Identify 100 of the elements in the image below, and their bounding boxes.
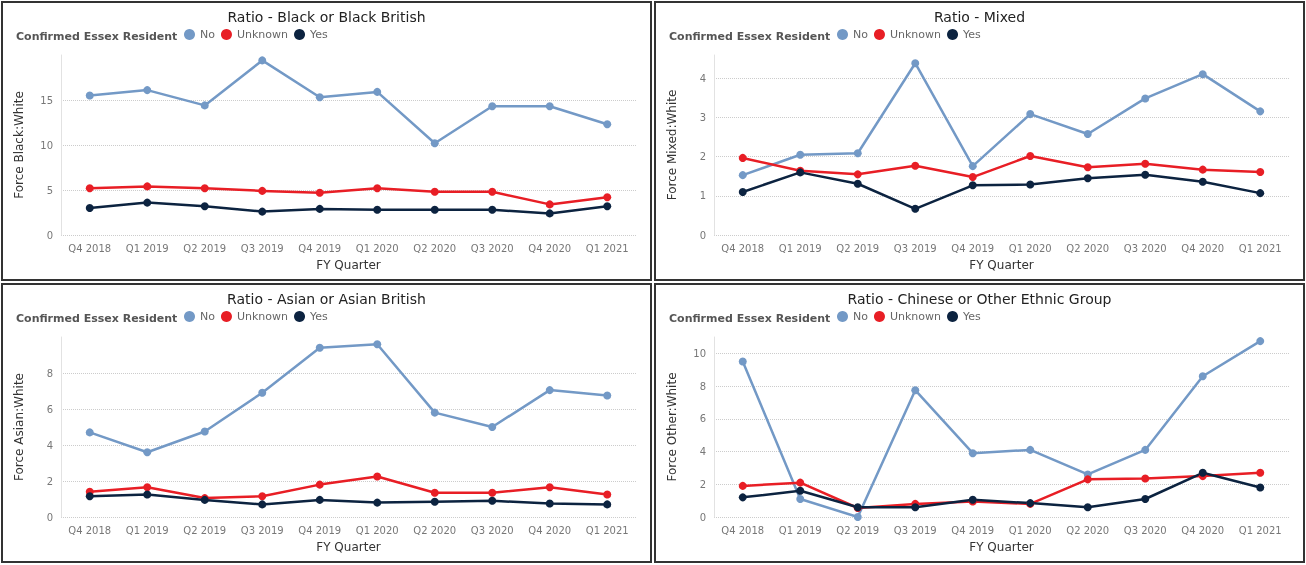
point [1256,107,1265,116]
y-axis-title: Force Other:White [665,372,679,482]
x-tick-label: Q1 2021 [1238,242,1282,254]
point [430,497,439,506]
point [315,188,324,197]
point [796,478,805,487]
x-tick-label: Q4 2018 [68,242,112,254]
point [258,207,267,216]
point [603,490,612,499]
point [796,150,805,159]
point [373,340,382,349]
legend-label: Unknown [236,28,289,41]
point [1026,445,1035,454]
x-tick-label: Q4 2020 [1181,242,1225,254]
point [545,200,554,209]
x-tick-label: Q2 2020 [1066,242,1110,254]
x-tick-label: Q4 2019 [951,242,995,254]
y-tick-label: 4 [699,446,706,458]
x-tick-label: Q1 2019 [778,524,822,536]
legend-label: No [200,28,216,41]
point [315,480,324,489]
x-tick-label: Q1 2020 [355,242,399,254]
point [1083,503,1092,512]
point [1083,130,1092,139]
x-tick-label: Q4 2020 [1181,524,1225,536]
legend-title: Confirmed Essex Resident [669,312,831,325]
point [85,91,94,100]
point [1256,483,1265,492]
y-tick-label: 2 [46,475,53,487]
point [853,149,862,158]
legend-label: Yes [309,310,329,323]
x-tick-label: Q2 2019 [836,524,880,536]
chart-title: Ratio - Mixed [933,9,1026,25]
x-tick-label: Q1 2019 [125,242,169,254]
point [373,498,382,507]
point [545,386,554,395]
legend-title: Confirmed Essex Resident [16,30,178,43]
point [796,495,805,503]
y-tick-label: 8 [699,380,706,392]
point [1083,163,1092,172]
point [85,184,94,193]
chart-title: Ratio - Chinese or Other Ethnic Group [847,291,1112,307]
point [488,205,497,214]
x-axis-title: FY Quarter [969,540,1034,554]
point [603,202,612,211]
x-axis-title: FY Quarter [969,258,1034,272]
legend-label: No [200,310,216,323]
point [911,386,920,395]
chart-title: Ratio - Asian or Asian British [227,291,426,307]
point [968,449,977,458]
y-tick-label: 0 [46,511,53,523]
point [603,391,612,400]
point [853,513,862,521]
x-tick-label: Q4 2020 [528,524,572,536]
point [258,388,267,397]
point [143,198,152,207]
point [200,202,209,211]
point [85,428,94,437]
x-tick-label: Q3 2019 [240,524,284,536]
point [430,187,439,196]
x-tick-label: Q3 2020 [470,524,514,536]
x-tick-label: Q1 2020 [355,524,399,536]
point [1026,180,1035,189]
legend-label: Unknown [236,310,289,323]
x-tick-label: Q2 2020 [1066,524,1110,536]
x-axis-title: FY Quarter [316,540,381,554]
y-tick-label: 2 [699,478,706,490]
y-tick-label: 15 [40,94,53,106]
point [200,101,209,110]
point [373,472,382,481]
point [1026,151,1035,160]
point [200,184,209,193]
y-tick-label: 10 [40,139,53,151]
x-tick-label: Q4 2019 [951,524,995,536]
point [911,161,920,170]
point [738,187,747,196]
point [488,102,497,111]
point [1198,372,1207,381]
x-tick-label: Q3 2019 [240,242,284,254]
x-tick-label: Q2 2019 [836,242,880,254]
point [1256,468,1265,477]
point [1141,445,1150,454]
y-tick-label: 5 [46,184,53,196]
legend-label: No [853,28,869,41]
y-tick-label: 4 [699,72,706,84]
x-tick-label: Q3 2019 [893,242,937,254]
point [258,500,267,509]
point [1198,165,1207,174]
point [545,102,554,111]
point [968,173,977,182]
x-tick-label: Q1 2019 [778,242,822,254]
legend-label: No [853,310,869,323]
x-tick-label: Q4 2019 [298,242,342,254]
point [315,93,324,102]
point [143,182,152,191]
y-tick-label: 2 [699,151,706,163]
x-tick-label: Q3 2019 [893,524,937,536]
point [143,490,152,499]
x-tick-label: Q3 2020 [470,242,514,254]
point [1141,94,1150,103]
